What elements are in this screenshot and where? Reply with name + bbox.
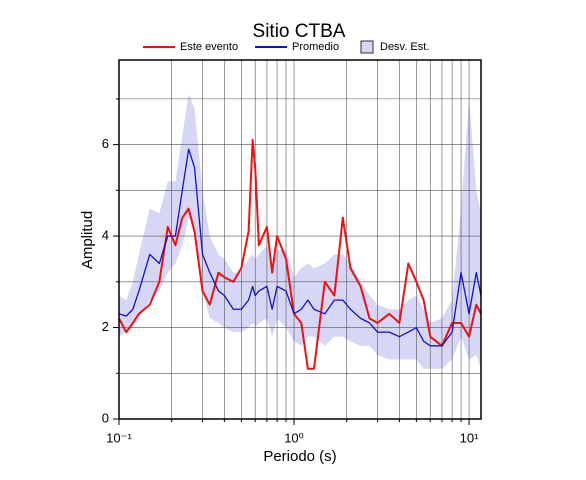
x-axis-label: Periodo (s) (263, 448, 336, 465)
x-tick-label: 10⁻¹ (106, 430, 132, 445)
y-tick-label: 4 (102, 228, 109, 243)
chart-title: Sitio CTBA (253, 21, 346, 42)
y-tick-label: 2 (102, 319, 109, 334)
std-band (119, 94, 481, 369)
legend-label: Este evento (180, 41, 238, 53)
legend-label: Desv. Est. (380, 41, 429, 53)
plot-frame (118, 59, 482, 420)
y-tick-label: 0 (102, 410, 109, 425)
series-line (118, 148, 482, 347)
legend-swatch (360, 40, 374, 54)
legend-label: Promedio (292, 41, 339, 53)
x-tick-label: 10¹ (460, 430, 479, 445)
x-tick-label: 10⁰ (284, 430, 304, 445)
y-tick-label: 6 (102, 136, 109, 151)
y-axis-label: Amplitud (79, 211, 96, 269)
series-line (118, 139, 482, 370)
